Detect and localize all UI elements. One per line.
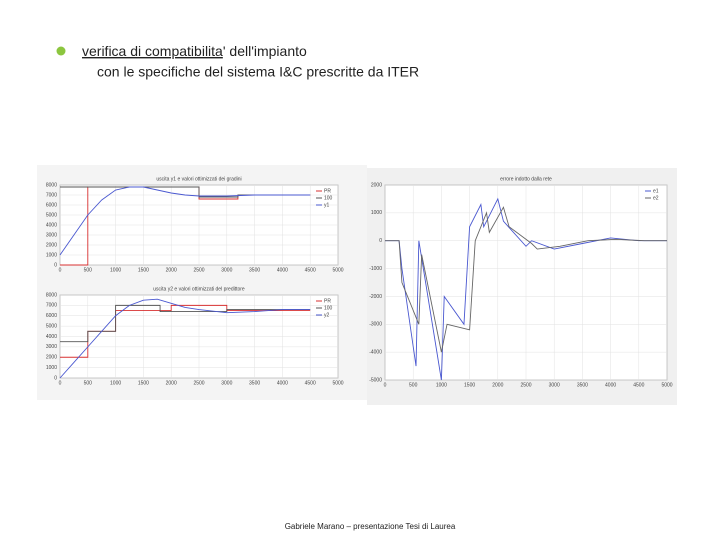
bullet-rest: ' dell'impianto [223, 43, 307, 59]
bullet-underlined: verifica di compatibilita [82, 43, 223, 59]
x-tick-label: 4500 [633, 382, 644, 388]
plot-title: uscita y2 e valori ottimizzati del predi… [153, 286, 245, 292]
y-tick-label: 4000 [46, 334, 57, 340]
series-line [59, 186, 311, 256]
bullet-line2: con le specifiche del sistema I&C prescr… [97, 64, 419, 80]
y-tick-label: 8000 [46, 292, 57, 298]
y-tick-label: 4000 [46, 222, 57, 228]
legend-label: 100 [324, 195, 333, 201]
series-line [385, 197, 667, 381]
x-tick-label: 1000 [110, 380, 121, 386]
y-tick-label: -3000 [369, 322, 382, 328]
x-tick-label: 500 [84, 267, 93, 273]
y-tick-label: -4000 [369, 349, 382, 355]
y-tick-label: 2000 [46, 355, 57, 361]
y-tick-label: 6000 [46, 202, 57, 208]
series-line [60, 186, 311, 198]
y-tick-label: 6000 [46, 313, 57, 319]
y-tick-label: -1000 [369, 266, 382, 272]
legend-label: y1 [324, 202, 330, 208]
y-tick-label: 7000 [46, 192, 57, 198]
y-tick-label: 0 [54, 262, 57, 268]
y-tick-label: 2000 [46, 242, 57, 248]
x-tick-label: 2500 [193, 380, 204, 386]
legend-label: PR [324, 188, 331, 194]
plot-title: errore indotto dalla rete [500, 176, 552, 182]
x-tick-label: 2500 [193, 267, 204, 273]
x-tick-label: 1000 [110, 267, 121, 273]
x-tick-label: 4000 [605, 382, 616, 388]
x-tick-label: 3000 [549, 382, 560, 388]
legend-label: e1 [653, 188, 659, 194]
y-tick-label: 2000 [371, 182, 382, 188]
y-tick-label: 1000 [371, 210, 382, 216]
y-tick-label: 1000 [46, 365, 57, 371]
y-tick-label: 5000 [46, 323, 57, 329]
y-tick-label: -5000 [369, 377, 382, 383]
x-tick-label: 3500 [249, 380, 260, 386]
x-tick-label: 1500 [464, 382, 475, 388]
x-tick-label: 1500 [138, 380, 149, 386]
bullet-text: verifica di compatibilita' dell'impianto [82, 43, 307, 59]
x-tick-label: 2000 [492, 382, 503, 388]
y-tick-label: 7000 [46, 303, 57, 309]
legend-label: PR [324, 298, 331, 304]
plot-title: uscita y1 e valori ottimizzati dei gradi… [156, 176, 241, 182]
y-tick-label: 5000 [46, 212, 57, 218]
y-tick-label: 3000 [46, 344, 57, 350]
x-tick-label: 4500 [305, 380, 316, 386]
x-tick-label: 5000 [661, 382, 672, 388]
y-tick-label: 8000 [46, 182, 57, 188]
legend-label: 100 [324, 305, 333, 311]
x-tick-label: 1000 [436, 382, 447, 388]
x-tick-label: 2500 [520, 382, 531, 388]
x-tick-label: 0 [59, 267, 62, 273]
x-tick-label: 3000 [221, 380, 232, 386]
x-tick-label: 500 [409, 382, 418, 388]
series-line [60, 304, 311, 358]
x-tick-label: 0 [384, 382, 387, 388]
footer: Gabriele Marano – presentazione Tesi di … [285, 522, 456, 531]
x-tick-label: 2000 [166, 380, 177, 386]
x-tick-label: 2000 [166, 267, 177, 273]
x-tick-label: 4500 [305, 267, 316, 273]
x-tick-label: 500 [84, 380, 93, 386]
legend-label: y2 [324, 312, 330, 318]
x-tick-label: 0 [59, 380, 62, 386]
x-tick-label: 1500 [138, 267, 149, 273]
x-tick-label: 4000 [277, 267, 288, 273]
legend-label: e2 [653, 195, 659, 201]
y-tick-label: 0 [379, 238, 382, 244]
y-tick-label: -2000 [369, 294, 382, 300]
y-tick-label: 0 [54, 375, 57, 381]
x-tick-label: 4000 [277, 380, 288, 386]
y-tick-label: 3000 [46, 232, 57, 238]
bullet-dot [56, 46, 66, 56]
x-tick-label: 3500 [577, 382, 588, 388]
x-tick-label: 3500 [249, 267, 260, 273]
x-tick-label: 3000 [221, 267, 232, 273]
y-tick-label: 1000 [46, 252, 57, 258]
x-tick-label: 5000 [332, 267, 343, 273]
series-line [60, 304, 311, 343]
x-tick-label: 5000 [332, 380, 343, 386]
series-line [385, 206, 667, 353]
series-line [59, 298, 311, 379]
